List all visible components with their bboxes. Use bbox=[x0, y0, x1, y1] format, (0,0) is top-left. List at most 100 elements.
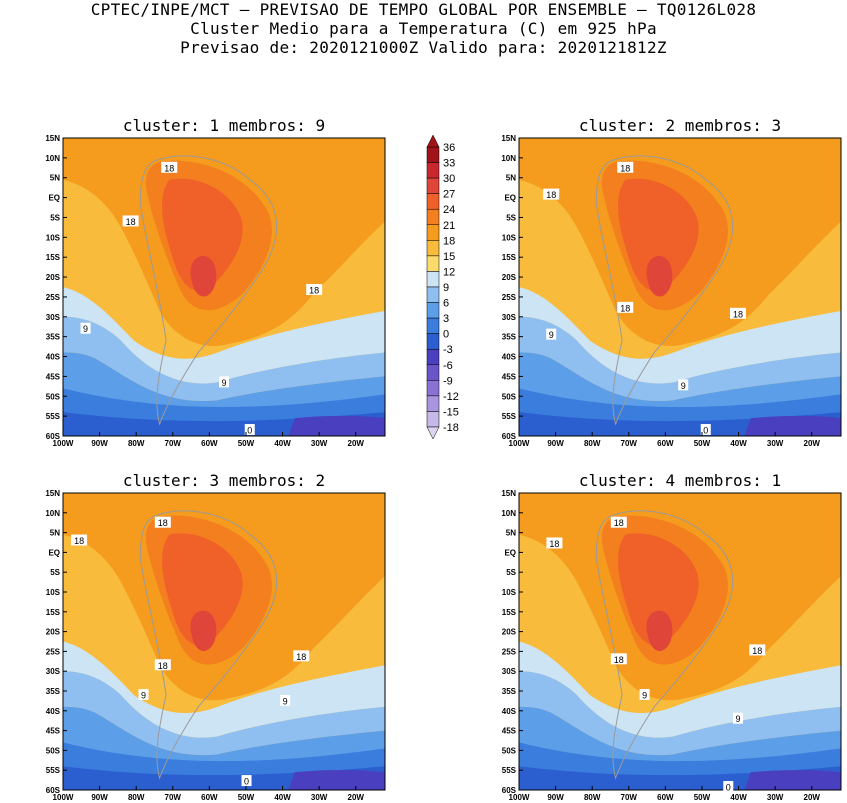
lon-tick-label: 40W bbox=[274, 439, 291, 448]
map-frame bbox=[62, 137, 386, 437]
shading--3 bbox=[288, 769, 385, 790]
lat-tick-label: 30S bbox=[46, 667, 61, 676]
lat-tick-label: EQ bbox=[504, 194, 516, 203]
lat-tick-label: EQ bbox=[504, 548, 516, 557]
contour-label: 18 bbox=[309, 285, 319, 295]
lon-tick-label: 50W bbox=[694, 793, 711, 802]
lat-tick-label: 50S bbox=[46, 392, 61, 401]
lon-tick-label: 100W bbox=[53, 439, 74, 448]
lat-tick-label: 25S bbox=[502, 293, 517, 302]
colorbar-box bbox=[426, 208, 440, 226]
shading-30 bbox=[646, 610, 673, 652]
contour-label-box bbox=[280, 694, 291, 706]
lat-tick-label: 10N bbox=[501, 509, 516, 518]
colorbar-label: -18 bbox=[443, 422, 459, 434]
map-frame bbox=[518, 137, 842, 437]
contour-label: 9 bbox=[735, 714, 740, 724]
lat-tick-label: 50S bbox=[502, 746, 517, 755]
lat-tick-label: 20S bbox=[502, 628, 517, 637]
lat-tick-label: 35S bbox=[502, 333, 517, 342]
colorbar-box bbox=[426, 333, 440, 350]
shading-12 bbox=[63, 287, 385, 384]
lat-tick-label: 35S bbox=[46, 687, 61, 696]
lat-tick-label: 15S bbox=[502, 608, 517, 617]
shading-27 bbox=[162, 178, 243, 291]
lat-tick-label: 5N bbox=[50, 174, 60, 183]
lon-tick-label: 80W bbox=[128, 439, 145, 448]
lat-tick-label: 5S bbox=[506, 213, 516, 222]
lat-tick-label: 15N bbox=[45, 489, 60, 498]
colorbar-label: 21 bbox=[443, 220, 455, 232]
lat-tick-label: 60S bbox=[46, 786, 61, 795]
shading--3 bbox=[744, 769, 841, 790]
lat-tick-label: 5N bbox=[506, 174, 516, 183]
colorbar-label: 15 bbox=[443, 251, 455, 263]
colorbar-box bbox=[426, 240, 440, 257]
contour-label: 0 bbox=[247, 426, 252, 436]
lon-tick-label: 70W bbox=[165, 439, 182, 448]
colorbar-box bbox=[426, 364, 440, 381]
colorbar-box bbox=[426, 146, 440, 163]
contour-label-box bbox=[639, 688, 650, 700]
contour-label-box bbox=[610, 516, 627, 528]
colorbar-label: 9 bbox=[443, 282, 449, 294]
continent-outline bbox=[140, 156, 276, 424]
lon-tick-label: 100W bbox=[53, 793, 74, 802]
lat-tick-label: 45S bbox=[502, 727, 517, 736]
lon-tick-label: 20W bbox=[348, 439, 365, 448]
map-panel-1: 18 18 18 9 9 0 cluster: 1 membros: 9 15N 10N 5N EQ… bbox=[45, 116, 386, 448]
contour-label-box bbox=[723, 781, 734, 793]
lat-tick-label: 45S bbox=[46, 372, 61, 381]
contour-label: 18 bbox=[126, 217, 136, 227]
contour-label: 18 bbox=[614, 655, 624, 665]
lat-tick-label: 30S bbox=[502, 667, 517, 676]
colorbar-label: -9 bbox=[443, 375, 453, 387]
contour-label: 18 bbox=[74, 536, 84, 546]
lon-tick-label: 70W bbox=[621, 793, 638, 802]
shading-12 bbox=[519, 641, 841, 738]
lat-tick-label: 30S bbox=[502, 313, 517, 322]
lat-tick-label: 5S bbox=[50, 568, 60, 577]
shading-30 bbox=[190, 256, 217, 297]
contour-label-box bbox=[610, 653, 627, 665]
contour-label: 18 bbox=[752, 646, 762, 656]
lat-tick-label: 20S bbox=[46, 273, 61, 282]
colorbar-box bbox=[426, 255, 440, 272]
contour-label-box bbox=[154, 516, 171, 528]
colorbar-label: 18 bbox=[443, 235, 455, 247]
lat-tick-label: 10N bbox=[45, 154, 60, 163]
shading-27 bbox=[618, 533, 699, 646]
contour-label: 18 bbox=[620, 303, 630, 313]
colorbar-label: -3 bbox=[443, 344, 453, 356]
colorbar-label: 30 bbox=[443, 173, 455, 185]
lon-tick-label: 60W bbox=[657, 793, 674, 802]
contour-label-box bbox=[154, 659, 171, 671]
contour-label-box bbox=[749, 644, 766, 656]
contour-label: 9 bbox=[221, 378, 226, 388]
shading-12 bbox=[519, 287, 841, 384]
colorbar-label: 27 bbox=[443, 189, 455, 201]
map-panel-3: 18 18 18 18 9 9 0 cluster: 3 membros: 2 15N 10N 5N… bbox=[45, 471, 386, 802]
panel-title: cluster: 4 membros: 1 bbox=[579, 471, 781, 490]
contour-label: 18 bbox=[614, 518, 624, 528]
panel-title: cluster: 3 membros: 2 bbox=[123, 471, 325, 490]
lat-tick-label: 25S bbox=[502, 647, 517, 656]
lat-tick-label: 10S bbox=[46, 588, 61, 597]
lat-tick-label: 25S bbox=[46, 647, 61, 656]
shading-12 bbox=[63, 641, 385, 738]
colorbar-box bbox=[426, 286, 440, 303]
colorbar-box bbox=[426, 177, 440, 194]
lat-tick-label: EQ bbox=[48, 194, 60, 203]
lon-tick-label: 30W bbox=[767, 793, 784, 802]
colorbar-box bbox=[426, 348, 440, 366]
contour-label-box bbox=[617, 301, 634, 313]
contour-label: 9 bbox=[642, 690, 647, 700]
contour-label: 9 bbox=[283, 696, 288, 706]
title-line-3: Previsao de: 2020121000Z Valido para: 20… bbox=[180, 38, 667, 57]
lat-tick-label: 15S bbox=[46, 253, 61, 262]
lon-tick-label: 20W bbox=[804, 439, 821, 448]
lon-tick-label: 30W bbox=[767, 439, 784, 448]
lon-tick-label: 80W bbox=[584, 793, 601, 802]
lat-tick-label: 5S bbox=[50, 213, 60, 222]
